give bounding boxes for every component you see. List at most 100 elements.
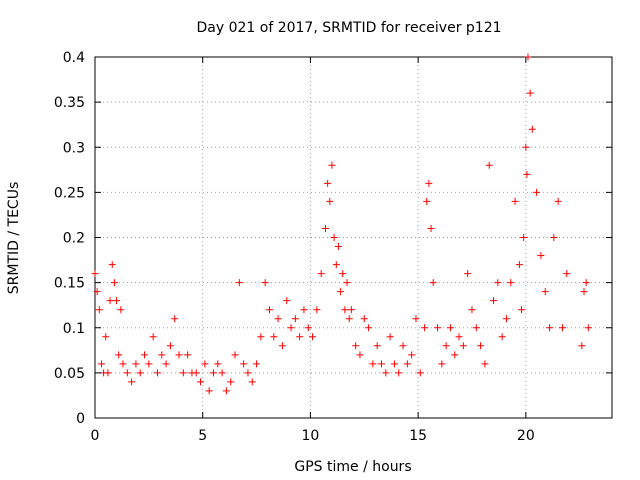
data-point (578, 342, 586, 350)
data-series (91, 53, 592, 395)
data-point (113, 297, 121, 305)
data-point (115, 351, 123, 359)
data-point (369, 360, 377, 368)
data-point (526, 89, 534, 97)
data-point (291, 315, 299, 323)
data-point (128, 378, 136, 386)
data-point (108, 261, 116, 269)
data-point (270, 333, 278, 341)
data-point (352, 342, 360, 350)
data-point (537, 252, 545, 260)
y-tick-label: 0.2 (63, 231, 85, 247)
data-point (554, 197, 562, 205)
data-point (166, 342, 174, 350)
data-point (104, 369, 112, 377)
data-point (477, 342, 485, 350)
data-point (274, 315, 282, 323)
data-point (205, 387, 213, 395)
data-point (222, 387, 230, 395)
data-point (153, 369, 161, 377)
data-point (541, 288, 549, 296)
data-point (304, 324, 312, 332)
data-point (523, 170, 531, 178)
data-point (408, 351, 416, 359)
data-point (341, 306, 349, 314)
y-tick-label: 0.3 (63, 140, 85, 156)
data-point (416, 369, 424, 377)
data-point (218, 369, 226, 377)
x-tick-label: 5 (198, 428, 207, 444)
data-point (300, 306, 308, 314)
data-point (345, 315, 353, 323)
data-point (145, 360, 153, 368)
data-point (136, 369, 144, 377)
data-point (425, 179, 433, 187)
data-point (91, 270, 99, 278)
data-point (498, 333, 506, 341)
y-tick-label: 0.35 (54, 95, 85, 111)
data-point (459, 342, 467, 350)
data-point (162, 360, 170, 368)
data-point (192, 369, 200, 377)
data-point (321, 224, 329, 232)
data-point (201, 360, 209, 368)
x-tick-label: 20 (517, 428, 535, 444)
data-point (102, 333, 110, 341)
axis-ticks: 0 0.05 0.1 0.15 0.2 0.25 0.3 0.35 0.4 0 5 10 15 20 (54, 50, 612, 444)
data-point (337, 288, 345, 296)
data-point (149, 333, 157, 341)
data-point (278, 342, 286, 350)
data-point (326, 197, 334, 205)
data-point (494, 279, 502, 287)
data-point (313, 306, 321, 314)
data-point (550, 234, 558, 241)
data-point (373, 342, 381, 350)
data-point (244, 369, 252, 377)
data-point (481, 360, 489, 368)
data-point (429, 279, 437, 287)
data-point (214, 360, 222, 368)
data-point (455, 333, 463, 341)
x-tick-label: 0 (91, 428, 100, 444)
y-tick-label: 0.15 (54, 276, 85, 292)
data-point (110, 279, 118, 287)
data-point (395, 369, 403, 377)
data-point (328, 161, 336, 169)
data-point (472, 324, 480, 332)
x-tick-label: 10 (302, 428, 320, 444)
y-tick-label: 0.05 (54, 366, 85, 382)
data-point (287, 324, 295, 332)
data-point (421, 324, 429, 332)
data-point (434, 324, 442, 332)
data-point (490, 297, 498, 305)
data-point (347, 306, 355, 314)
data-point (446, 324, 454, 332)
data-point (330, 234, 338, 241)
data-point (563, 270, 571, 278)
data-point (580, 288, 588, 296)
data-point (253, 360, 261, 368)
data-point (558, 324, 566, 332)
data-point (119, 360, 127, 368)
data-point (438, 360, 446, 368)
chart-title: Day 021 of 2017, SRMTID for receiver p12… (196, 20, 501, 36)
data-point (97, 360, 105, 368)
data-point (360, 315, 368, 323)
data-point (451, 351, 459, 359)
data-point (175, 351, 183, 359)
data-point (117, 306, 125, 314)
data-point (533, 188, 541, 196)
data-point (332, 261, 340, 269)
data-point (248, 378, 256, 386)
data-point (515, 261, 523, 269)
data-point (520, 234, 528, 241)
data-point (546, 324, 554, 332)
data-point (584, 324, 592, 332)
data-point (442, 342, 450, 350)
data-point (365, 324, 373, 332)
data-point (339, 270, 347, 278)
data-point (317, 270, 325, 278)
y-tick-label: 0.4 (63, 50, 85, 66)
data-point (261, 279, 269, 287)
